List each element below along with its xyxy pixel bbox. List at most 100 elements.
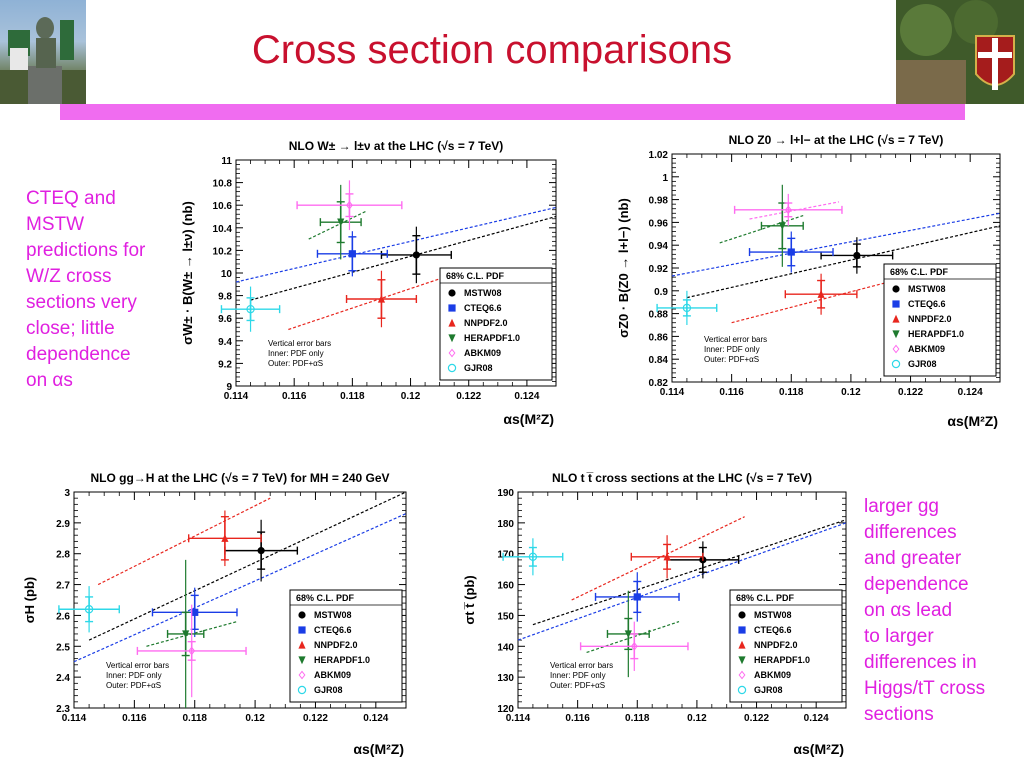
mstw08-marker [257,547,265,555]
legend-box [289,589,403,703]
legend-label: ABKM09 [754,670,791,680]
herapdf10-marker [738,656,746,665]
y-tick-label: 2.4 [56,673,70,684]
right-note-line: and greater [864,548,962,569]
data-point-gjr08 [656,290,718,325]
y-tick-label: 160 [497,581,514,592]
legend-label: ABKM09 [908,344,945,354]
y-tick-label: 2.5 [56,642,70,653]
y-tick-label: 10 [221,269,233,280]
data-point-herapdf10 [166,559,205,708]
x-tick-label: 0.116 [565,713,590,724]
legend-item: GJR08 [737,685,783,695]
data-point-mstw08 [380,226,452,284]
y-tick-label: 9.4 [218,337,232,348]
error-bar-note: Outer: PDF+αS [704,355,759,364]
data-point-cteq66 [748,231,834,273]
x-tick-label: 0.12 [401,391,421,402]
legend-title: 68% C.L. PDF [446,271,505,281]
trend-line [88,491,407,641]
legend-item: HERAPDF1.0 [448,333,520,343]
x-tick-label: 0.124 [514,391,539,402]
mstw08-marker [298,611,306,619]
x-tick-label: 0.118 [340,391,365,402]
y-tick-label: 0.92 [649,264,669,275]
y-tick-label: 10.4 [213,224,233,235]
legend-item: HERAPDF1.0 [892,329,964,339]
y-tick-label: 0.82 [649,378,669,389]
left-note-line: predictions for [26,240,146,261]
x-tick-label: 0.114 [224,391,249,402]
error-bar-note: Inner: PDF only [704,345,760,354]
nnpdf20-marker [663,552,671,561]
y-tick-label: 0.86 [649,332,669,343]
legend-item: NNPDF2.0 [738,640,798,650]
legend-title: 68% C.L. PDF [890,267,949,277]
data-point-nnpdf20 [187,510,262,567]
nnpdf20-marker [221,534,229,542]
y-axis-label: σW± · B(W± → l±ν) (nb) [180,201,195,345]
y-tick-label: 190 [497,488,514,499]
cteq66-marker [633,593,641,601]
y-tick-label: 9.2 [218,359,232,370]
data-point-abkm09 [579,621,689,671]
nnpdf20-marker [448,318,456,327]
legend-item: MSTW08 [448,288,502,298]
nnpdf20-marker [377,294,386,303]
trend-line [586,621,680,654]
legend-label: ABKM09 [464,348,501,358]
legend-label: CTEQ6.6 [908,299,946,309]
cteq66-marker [448,304,456,312]
chart-title: NLO W± → l±ν at the LHC (√s = 7 TeV) [289,139,504,153]
mstw08-marker [892,285,900,293]
right-note-line: sections [864,704,934,725]
y-tick-label: 2.6 [56,611,70,622]
right-note-line: on αs lead [864,600,953,621]
gjr08-marker [447,363,457,373]
nnpdf20-marker [738,640,746,649]
data-point-gjr08 [220,286,281,332]
gjr08-marker [297,685,307,695]
chart-svg: NLO gg→H at the LHC (√s = 7 TeV) for MH … [22,471,407,757]
y-tick-label: 0.98 [649,196,669,207]
y-tick-label: 0.94 [649,241,669,252]
legend-item: MSTW08 [738,610,792,620]
error-bar-note: Inner: PDF only [106,671,162,680]
cteq66-marker [191,608,199,616]
y-tick-label: 130 [497,673,514,684]
error-bar-note: Inner: PDF only [268,349,324,358]
data-point-gjr08 [58,586,120,633]
y-tick-label: 1.02 [649,150,669,161]
statue-photo [0,0,86,104]
gjr08-marker [891,359,901,369]
mstw08-marker [412,251,420,259]
top-pair-chart: NLO t t̅ cross sections at the LHC (√s =… [458,462,858,760]
data-point-gjr08 [502,538,564,576]
legend-item: NNPDF2.0 [892,314,952,324]
left-note-line: W/Z cross [26,266,112,287]
legend-box [439,267,553,381]
legend-item: CTEQ6.6 [298,625,352,635]
y-tick-label: 170 [497,550,514,561]
chart-title: NLO gg→H at the LHC (√s = 7 TeV) for MH … [90,471,389,485]
legend-item: MSTW08 [298,610,352,620]
y-tick-label: 0.96 [649,218,669,229]
error-bar-note: Vertical error bars [550,661,613,670]
legend-item: CTEQ6.6 [892,299,946,309]
legend-item: GJR08 [891,359,937,369]
left-note-line: dependence [26,344,131,365]
legend-label: NNPDF2.0 [908,314,952,324]
y-tick-label: 10.8 [213,179,233,190]
data-point-abkm09 [296,180,403,231]
x-tick-label: 0.114 [62,713,87,724]
error-bar-note: Vertical error bars [704,335,767,344]
legend-label: NNPDF2.0 [754,640,798,650]
legend-item: CTEQ6.6 [448,303,502,313]
y-axis-label: σZ0 · B(Z0 → l+l−) (nb) [616,198,631,338]
left-note-line: sections very [26,292,137,313]
right-note-line: differences [864,522,957,543]
x-tick-label: 0.124 [804,713,829,724]
left-note-line: on αs [26,370,73,391]
legend-title: 68% C.L. PDF [296,593,355,603]
herapdf10-marker [337,218,345,227]
